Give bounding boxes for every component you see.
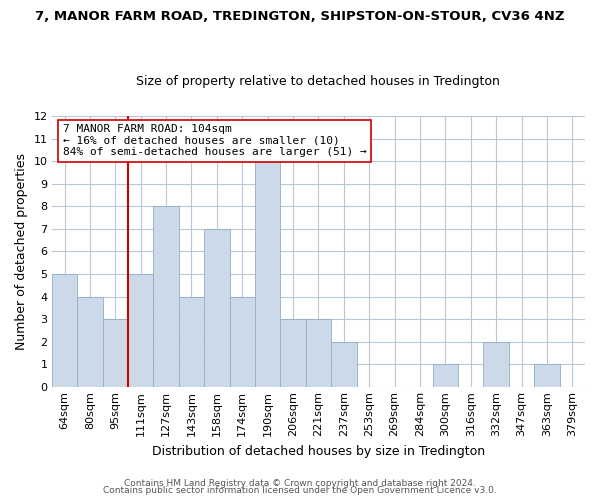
Bar	[433, 364, 458, 387]
Text: Contains public sector information licensed under the Open Government Licence v3: Contains public sector information licen…	[103, 486, 497, 495]
Bar	[255, 161, 280, 387]
Bar	[204, 229, 230, 387]
Title: Size of property relative to detached houses in Tredington: Size of property relative to detached ho…	[136, 76, 500, 88]
Bar	[128, 274, 154, 387]
Bar	[230, 296, 255, 387]
Bar	[534, 364, 560, 387]
X-axis label: Distribution of detached houses by size in Tredington: Distribution of detached houses by size …	[152, 444, 485, 458]
Bar	[52, 274, 77, 387]
Text: 7, MANOR FARM ROAD, TREDINGTON, SHIPSTON-ON-STOUR, CV36 4NZ: 7, MANOR FARM ROAD, TREDINGTON, SHIPSTON…	[35, 10, 565, 23]
Bar	[280, 319, 306, 387]
Bar	[179, 296, 204, 387]
Bar	[484, 342, 509, 387]
Bar	[77, 296, 103, 387]
Bar	[306, 319, 331, 387]
Y-axis label: Number of detached properties: Number of detached properties	[15, 153, 28, 350]
Bar	[103, 319, 128, 387]
Text: 7 MANOR FARM ROAD: 104sqm
← 16% of detached houses are smaller (10)
84% of semi-: 7 MANOR FARM ROAD: 104sqm ← 16% of detac…	[62, 124, 366, 158]
Bar	[154, 206, 179, 387]
Text: Contains HM Land Registry data © Crown copyright and database right 2024.: Contains HM Land Registry data © Crown c…	[124, 478, 476, 488]
Bar	[331, 342, 356, 387]
